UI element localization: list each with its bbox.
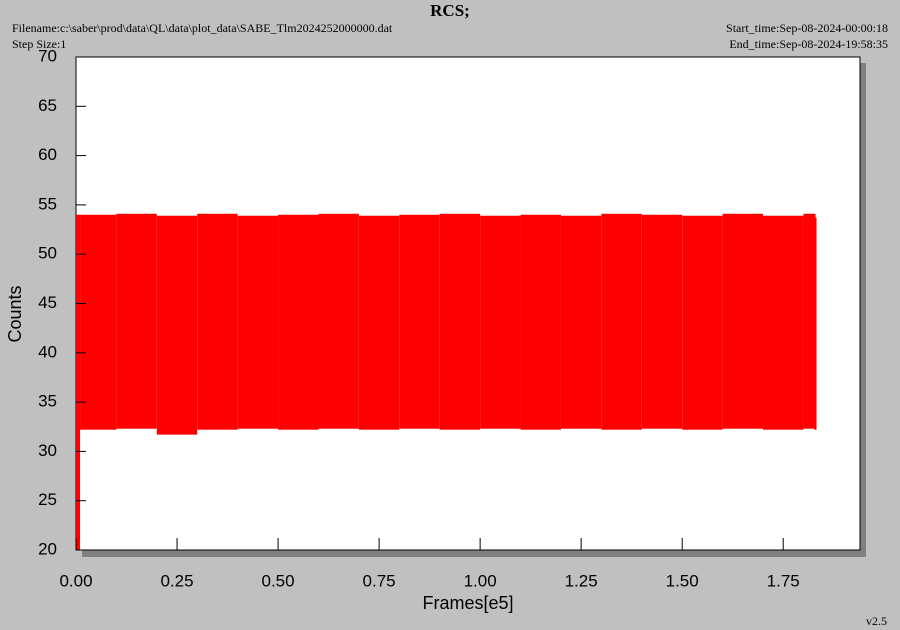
- range-band: [480, 215, 521, 429]
- range-band: [763, 215, 804, 430]
- range-band: [156, 215, 198, 435]
- y-tick-label: 60: [38, 145, 57, 164]
- x-tick-label: 1.75: [767, 571, 800, 590]
- end-time: End_time:Sep-08-2024-19:58:35: [729, 37, 888, 51]
- y-axis-label: Counts: [5, 285, 25, 342]
- y-tick-label: 45: [38, 293, 57, 312]
- y-tick-label: 20: [38, 539, 57, 558]
- range-band: [116, 213, 157, 429]
- step-size: Step Size:1: [12, 37, 66, 51]
- range-band: [197, 213, 238, 430]
- range-band: [520, 214, 561, 430]
- version: v2.5: [866, 614, 887, 628]
- start-time: Start_time:Sep-08-2024-00:00:18: [726, 21, 888, 35]
- range-band: [601, 213, 642, 430]
- filename: Filename:c:\saber\prod\data\QL\data\plot…: [12, 21, 393, 35]
- range-band: [803, 213, 816, 429]
- x-tick-label: 1.25: [565, 571, 598, 590]
- marks: [76, 213, 817, 550]
- y-tick-label: 30: [38, 441, 57, 460]
- x-tick-label: 0.25: [160, 571, 193, 590]
- y-tick-label: 65: [38, 96, 57, 115]
- range-band: [399, 214, 440, 429]
- x-tick-label: 1.50: [666, 571, 699, 590]
- y-tick-label: 55: [38, 194, 57, 213]
- x-tick-label: 0.75: [363, 571, 396, 590]
- range-band: [358, 215, 400, 430]
- range-band: [318, 213, 359, 429]
- y-tick-label: 40: [38, 342, 57, 361]
- x-tick-label: 0.00: [59, 571, 92, 590]
- y-tick-label: 50: [38, 244, 57, 263]
- x-axis-label: Frames[e5]: [422, 593, 513, 613]
- y-tick-label: 70: [38, 46, 57, 65]
- range-band: [560, 215, 602, 429]
- range-band: [278, 214, 319, 430]
- range-band: [682, 215, 723, 430]
- range-band: [641, 214, 683, 429]
- y-tick-label: 25: [38, 490, 57, 509]
- range-band: [80, 214, 117, 430]
- range-band: [722, 213, 764, 429]
- x-tick-label: 1.00: [464, 571, 497, 590]
- x-tick-label: 0.50: [262, 571, 295, 590]
- range-band: [76, 214, 81, 550]
- range-band: [439, 213, 481, 430]
- chart-title: RCS;: [430, 1, 470, 20]
- y-tick-label: 35: [38, 392, 57, 411]
- range-band: [237, 215, 279, 429]
